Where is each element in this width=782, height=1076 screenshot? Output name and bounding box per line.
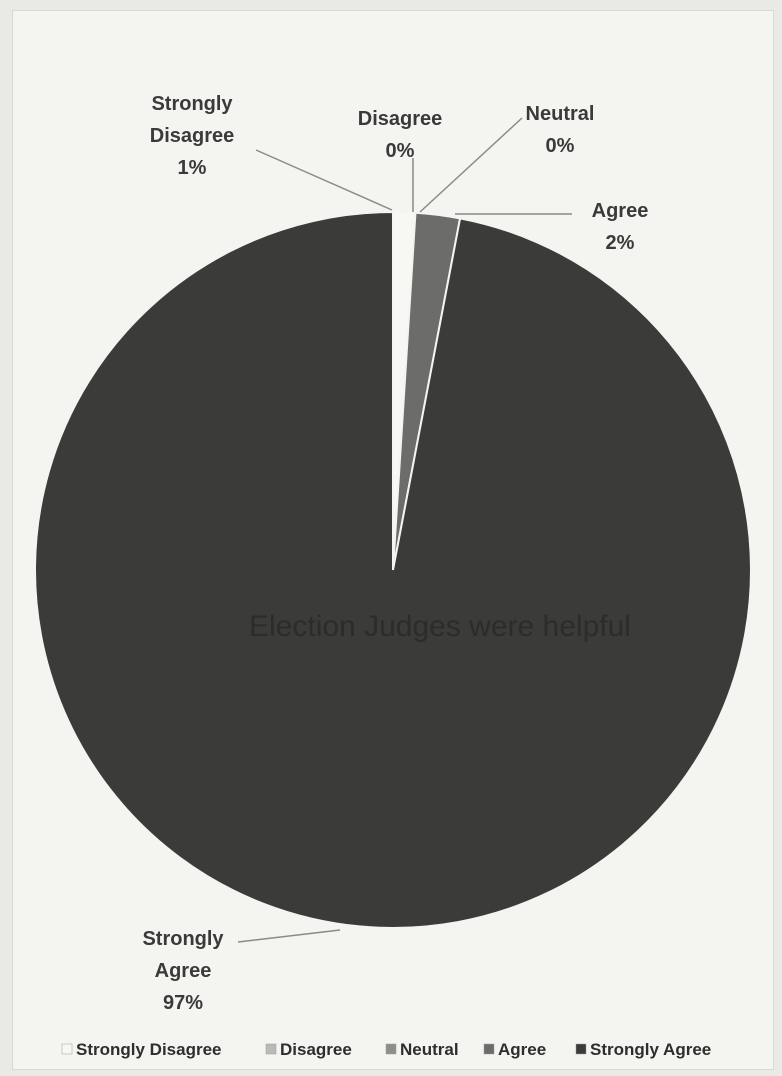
leader-line-strongly-disagree	[255, 149, 393, 211]
leader-line-neutral	[419, 117, 523, 213]
leader-line-strongly-agree	[237, 929, 341, 943]
legend-item-strongly-agree: Strongly Agree	[575, 1040, 711, 1059]
legend-swatch-disagree	[265, 1043, 277, 1055]
chart-title: Election Judges were helpful	[249, 610, 631, 643]
slice-label-strongly-disagree: Strongly Disagree 1%	[150, 93, 235, 179]
leader-lines	[237, 117, 572, 943]
legend-label-neutral: Neutral	[400, 1040, 459, 1059]
legend-swatch-strongly-agree	[575, 1043, 587, 1055]
legend-swatch-agree	[483, 1043, 495, 1055]
slice-label-disagree: Disagree 0%	[358, 108, 443, 162]
legend-label-agree: Agree	[498, 1040, 546, 1059]
slice-label-neutral: Neutral 0%	[526, 103, 595, 157]
slice-label-agree: Agree 2%	[592, 200, 649, 254]
legend-item-agree: Agree	[483, 1040, 546, 1059]
pie-slices	[34, 210, 752, 929]
legend-label-disagree: Disagree	[280, 1040, 352, 1059]
legend-item-neutral: Neutral	[385, 1040, 459, 1059]
legend-swatch-neutral	[385, 1043, 397, 1055]
legend-label-strongly-disagree: Strongly Disagree	[76, 1040, 222, 1059]
legend-label-strongly-agree: Strongly Agree	[590, 1040, 711, 1059]
legend-item-disagree: Disagree	[265, 1040, 352, 1059]
slice-labels: Strongly Disagree 1% Disagree 0% Neutral 0% Agr…	[142, 93, 648, 1014]
slice-strongly-agree	[34, 210, 752, 929]
legend: Strongly Disagree Disagree Neutral Agree Str…	[61, 1040, 711, 1059]
legend-swatch-strongly-disagree	[61, 1043, 73, 1055]
legend-item-strongly-disagree: Strongly Disagree	[61, 1040, 222, 1059]
slice-label-strongly-agree: Strongly Agree 97%	[142, 928, 224, 1014]
